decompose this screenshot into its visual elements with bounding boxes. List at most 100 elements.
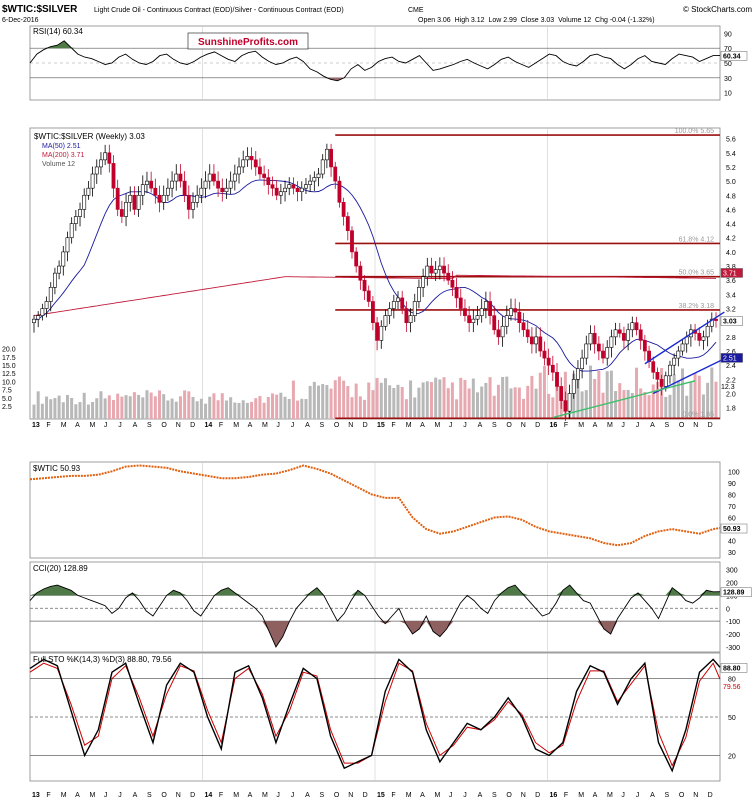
x-axis-label: D bbox=[708, 422, 713, 429]
sto-tick: 20 bbox=[728, 753, 736, 760]
x-axis-label: N bbox=[693, 422, 698, 429]
candle-body bbox=[517, 311, 522, 324]
candle-body bbox=[174, 173, 179, 182]
wtic-last-value-box bbox=[720, 523, 748, 534]
volume-bar bbox=[714, 381, 718, 419]
candle-body bbox=[613, 329, 618, 338]
x-axis-label: A bbox=[420, 422, 425, 429]
fib-label: 50.0% 3.65 bbox=[679, 270, 715, 277]
x-axis-label: N bbox=[348, 422, 353, 429]
volume-bar bbox=[522, 398, 526, 419]
candle-body bbox=[471, 318, 476, 324]
volume-bar bbox=[61, 402, 65, 419]
x-axis-label-bottom: 16 bbox=[550, 792, 558, 799]
volume-bar bbox=[467, 388, 471, 419]
x-axis-label: F bbox=[46, 422, 50, 429]
candle-body bbox=[563, 400, 568, 412]
rsi-tick: 10 bbox=[724, 91, 732, 98]
candle-body bbox=[278, 191, 283, 196]
candle-body bbox=[149, 180, 154, 189]
volume-bar bbox=[421, 382, 425, 419]
candle-body bbox=[425, 265, 430, 277]
candle-body bbox=[567, 393, 572, 412]
candle-body bbox=[479, 308, 484, 316]
volume-bar bbox=[204, 403, 208, 419]
volume-bar bbox=[82, 392, 86, 419]
volume-bar bbox=[417, 387, 421, 419]
volume-bar bbox=[86, 404, 90, 419]
candle-body bbox=[371, 301, 375, 324]
volume-bar bbox=[484, 382, 488, 419]
volume-bar bbox=[174, 401, 178, 419]
volume-bar bbox=[471, 378, 475, 419]
volume-bar bbox=[697, 375, 701, 419]
channel-lower-line bbox=[652, 353, 734, 395]
x-axis-label: M bbox=[262, 422, 268, 429]
volume-bar bbox=[404, 399, 408, 419]
volume-bar bbox=[664, 396, 668, 419]
candle-body bbox=[672, 357, 677, 366]
x-axis-label: M bbox=[90, 422, 96, 429]
volume-bar bbox=[651, 384, 655, 419]
x-axis-label-bottom: A bbox=[420, 792, 425, 799]
candle-body bbox=[304, 184, 308, 189]
candle-body bbox=[78, 209, 82, 217]
volume-bar bbox=[676, 380, 680, 419]
price-tick: 3.2 bbox=[726, 307, 736, 314]
candle-body bbox=[454, 287, 459, 299]
volume-bar bbox=[383, 378, 387, 419]
candle-body bbox=[195, 194, 200, 203]
candle-body bbox=[488, 301, 492, 316]
x-axis-label: A bbox=[305, 422, 310, 429]
volume-bar bbox=[141, 397, 145, 419]
volume-bar bbox=[501, 376, 505, 419]
volume-bar bbox=[199, 398, 203, 419]
candle-body bbox=[324, 148, 329, 161]
candle-body bbox=[207, 173, 212, 182]
wtic-line bbox=[29, 464, 721, 547]
volume-bar bbox=[685, 395, 689, 419]
volume-bar bbox=[45, 396, 49, 419]
candle-body bbox=[366, 290, 371, 302]
x-axis-label: O bbox=[334, 422, 340, 429]
sto-k-last-value: 88.80 bbox=[723, 665, 741, 672]
candle-body bbox=[642, 340, 647, 352]
volume-bar bbox=[576, 379, 580, 419]
candle-body bbox=[283, 187, 287, 193]
candle-body bbox=[145, 180, 149, 185]
volume-bar bbox=[224, 400, 228, 419]
candle-body bbox=[65, 237, 70, 253]
sto-tick: 50 bbox=[728, 715, 736, 722]
x-axis-label: J bbox=[449, 422, 453, 429]
volume-bar bbox=[672, 374, 676, 419]
volume-bar bbox=[304, 399, 308, 419]
fib-label: 100.0% 5.65 bbox=[675, 128, 714, 135]
candle-body bbox=[584, 343, 589, 359]
candle-body bbox=[400, 297, 405, 309]
x-axis-label: J bbox=[621, 422, 625, 429]
candle-body bbox=[391, 301, 396, 309]
candle-body bbox=[333, 166, 338, 182]
volume-bar bbox=[103, 398, 107, 419]
sto-title: Full STO %K(14,3) %D(3) 88.80, 79.56 bbox=[33, 655, 172, 664]
x-axis-label: N bbox=[521, 422, 526, 429]
volume-bar bbox=[317, 385, 321, 419]
volume-bar bbox=[32, 404, 36, 419]
volume-bar bbox=[526, 385, 530, 419]
volume-bar bbox=[153, 396, 157, 419]
volume-bar bbox=[208, 396, 212, 419]
volume-bar bbox=[463, 379, 467, 419]
volume-bar bbox=[609, 370, 613, 419]
candle-body bbox=[412, 301, 417, 316]
volume-bar bbox=[275, 394, 279, 419]
candle-body bbox=[659, 379, 664, 387]
candle-body bbox=[57, 265, 62, 274]
ma200-line bbox=[33, 274, 717, 317]
candle-body bbox=[626, 329, 631, 341]
candle-body bbox=[555, 371, 559, 387]
candle-body bbox=[44, 301, 49, 309]
x-axis-label-bottom: A bbox=[593, 792, 598, 799]
candle-body bbox=[136, 194, 141, 210]
ma200-value-label-box bbox=[720, 268, 743, 278]
last-price-label-box bbox=[720, 316, 743, 326]
